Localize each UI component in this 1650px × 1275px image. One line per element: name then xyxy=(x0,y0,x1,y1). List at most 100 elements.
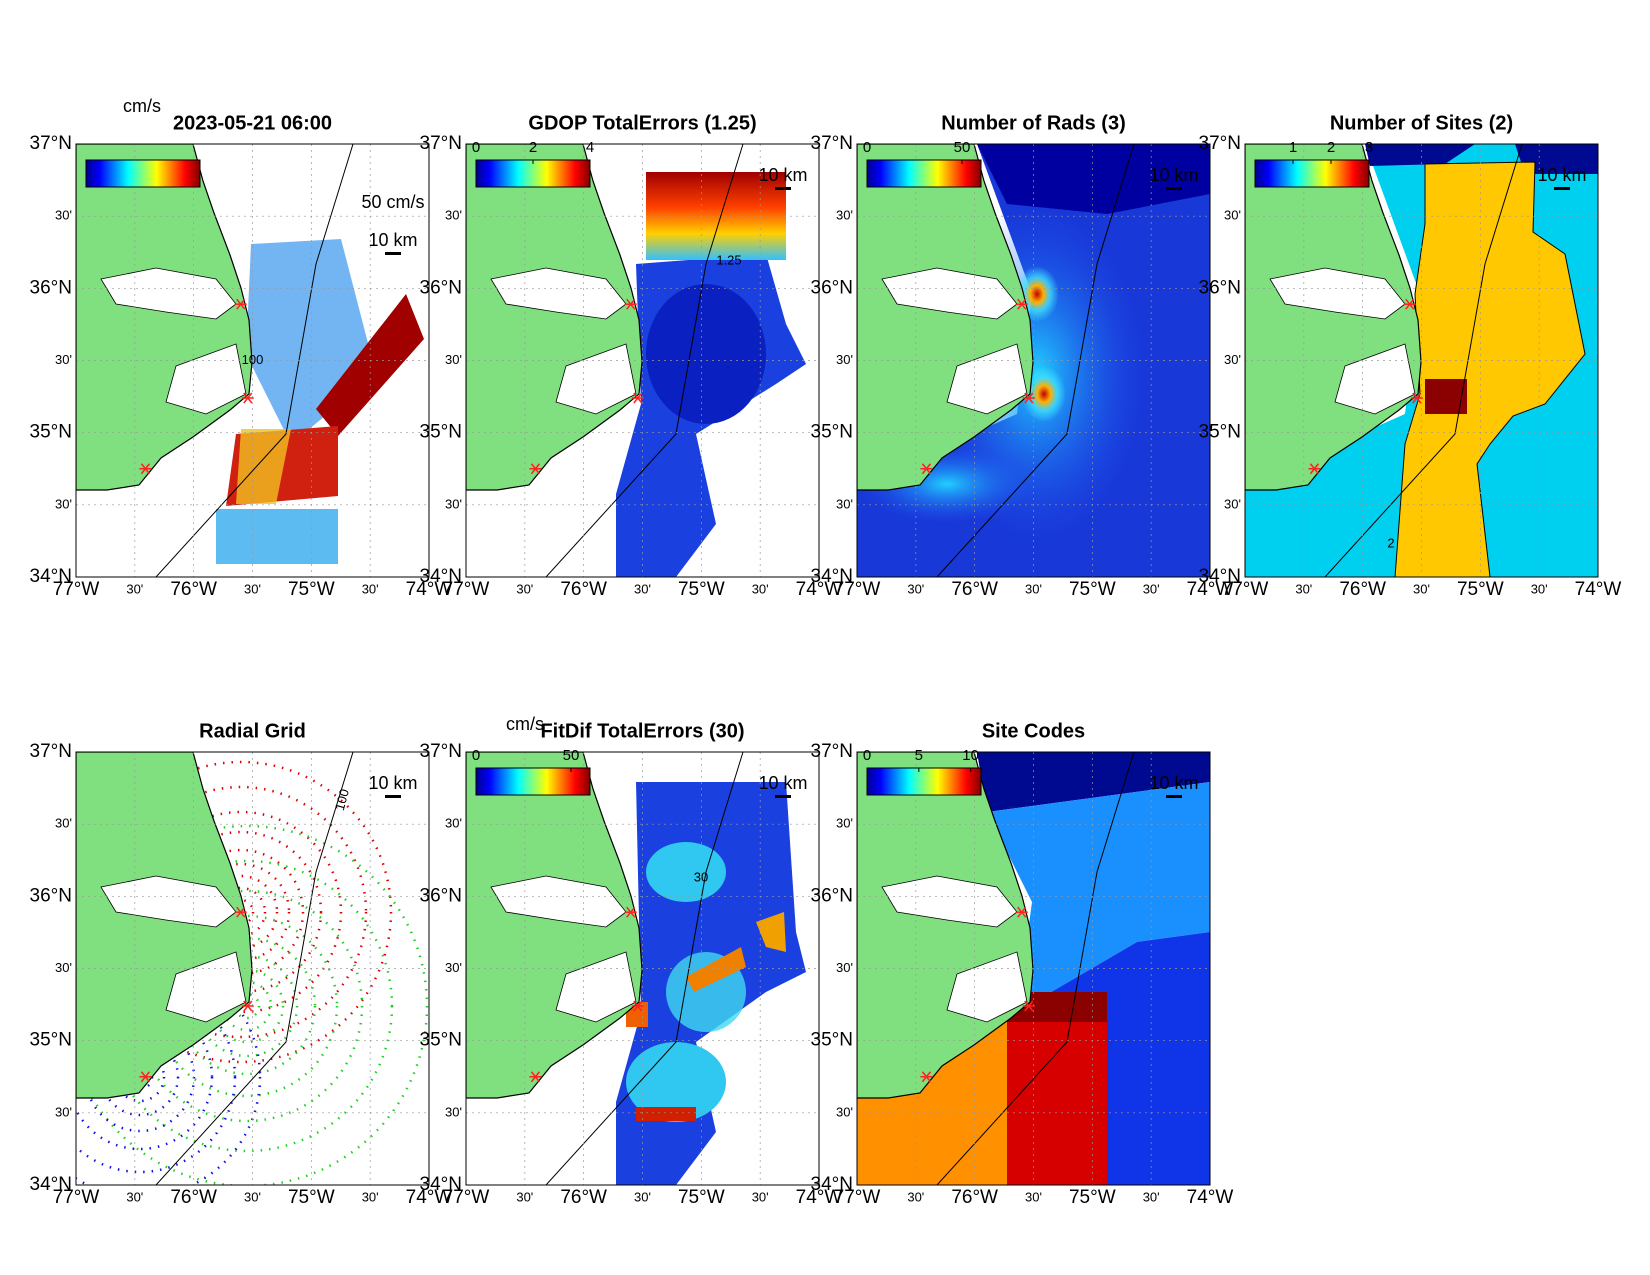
map-frame xyxy=(856,143,1211,578)
x-tick-label: 77°W xyxy=(834,1187,881,1208)
y-tick-label: 30' xyxy=(836,208,853,223)
scale-bar xyxy=(775,795,791,798)
site-marker xyxy=(624,906,637,918)
x-tick-label: 30' xyxy=(1025,581,1042,596)
site-marker xyxy=(1015,906,1028,918)
x-tick-label: 77°W xyxy=(53,1187,100,1208)
panel-title: Number of Sites (2) xyxy=(1330,112,1513,134)
y-tick-label: 34°N xyxy=(420,566,462,587)
colorbar-tick-label: 0 xyxy=(863,139,871,156)
y-tick-label: 35°N xyxy=(30,422,72,443)
site-marker xyxy=(631,392,644,404)
y-tick-label: 34°N xyxy=(811,1174,853,1195)
x-tick-label: 77°W xyxy=(53,579,100,600)
y-tick-label: 36°N xyxy=(420,885,462,906)
scale-label: 10 km xyxy=(1149,165,1198,185)
map-panel: 77°W 30' 76°W 30' 75°W 30' 74°W 37°N 30' 36°N 30' 3… xyxy=(811,720,1234,1208)
x-tick-label: 74°W xyxy=(406,579,453,600)
y-tick-label: 37°N xyxy=(811,133,853,154)
site-marker xyxy=(529,1071,542,1083)
site-marker xyxy=(1308,463,1321,475)
annotation: 2 xyxy=(1387,535,1394,550)
x-tick-label: 76°W xyxy=(951,579,998,600)
colorbar-tick-label: 2 xyxy=(1327,139,1335,156)
y-tick-label: 30' xyxy=(55,1104,72,1119)
x-tick-label: 30' xyxy=(907,581,924,596)
panel-title: Number of Rads (3) xyxy=(941,112,1125,134)
y-tick-label: 35°N xyxy=(420,1030,462,1051)
map-area xyxy=(857,752,1210,1185)
colorbar-tick-label: 50 xyxy=(954,139,971,156)
site-marker xyxy=(624,298,637,310)
y-tick-label: 30' xyxy=(445,352,462,367)
x-tick-label: 30' xyxy=(126,1189,143,1204)
y-tick-label: 35°N xyxy=(1199,422,1241,443)
panel-title: Radial Grid xyxy=(199,720,306,742)
x-tick-label: 30' xyxy=(362,581,379,596)
x-tick-label: 76°W xyxy=(951,1187,998,1208)
site-marker xyxy=(529,463,542,475)
y-tick-label: 34°N xyxy=(30,566,72,587)
site-marker xyxy=(920,1071,933,1083)
map-panel: 77°W 30' 76°W 30' 75°W 30' 74°W 37°N 30' 36°N 30' 3… xyxy=(1199,112,1622,600)
y-tick-label: 30' xyxy=(445,496,462,511)
y-tick-label: 37°N xyxy=(30,741,72,762)
y-tick-label: 30' xyxy=(445,208,462,223)
map-panel: 77°W 30' 76°W 30' 75°W 30' 74°W 37°N 30' 36°N 30' 3… xyxy=(30,720,453,1208)
y-tick-label: 30' xyxy=(55,816,72,831)
y-tick-label: 36°N xyxy=(1199,277,1241,298)
y-tick-label: 30' xyxy=(836,960,853,975)
x-tick-label: 76°W xyxy=(170,579,217,600)
x-tick-label: 77°W xyxy=(1222,579,1269,600)
colorbar xyxy=(866,767,982,796)
scale-bar xyxy=(385,252,401,255)
colorbar-tick-label: 2 xyxy=(529,139,537,156)
y-tick-label: 34°N xyxy=(420,1174,462,1195)
colorbar-label: cm/s xyxy=(123,96,161,116)
x-tick-label: 76°W xyxy=(170,1187,217,1208)
scale-label: 10 km xyxy=(368,230,417,250)
map-area xyxy=(1245,144,1598,577)
y-tick-label: 34°N xyxy=(30,1174,72,1195)
site-marker xyxy=(1015,298,1028,310)
scale-bar xyxy=(385,795,401,798)
colorbar-tick-label: 1 xyxy=(1289,139,1297,156)
scale-label: 10 km xyxy=(758,165,807,185)
y-tick-label: 37°N xyxy=(1199,133,1241,154)
y-tick-label: 30' xyxy=(445,1104,462,1119)
y-tick-label: 30' xyxy=(836,352,853,367)
map-area xyxy=(466,144,819,577)
y-tick-label: 34°N xyxy=(811,566,853,587)
colorbar-tick-label: 3 xyxy=(1365,139,1373,156)
site-marker xyxy=(234,906,247,918)
y-tick-label: 30' xyxy=(55,496,72,511)
x-tick-label: 74°W xyxy=(1187,579,1234,600)
y-tick-label: 35°N xyxy=(30,1030,72,1051)
y-tick-label: 30' xyxy=(836,1104,853,1119)
y-tick-label: 30' xyxy=(55,208,72,223)
y-tick-label: 30' xyxy=(55,960,72,975)
x-tick-label: 30' xyxy=(362,1189,379,1204)
x-tick-label: 74°W xyxy=(796,579,843,600)
colorbar-tick-label: 0 xyxy=(472,747,480,764)
map-area xyxy=(857,144,1210,577)
scale-bar xyxy=(1166,795,1182,798)
scale-label: 10 km xyxy=(368,773,417,793)
y-tick-label: 30' xyxy=(55,352,72,367)
site-marker xyxy=(234,298,247,310)
colorbar-tick-label: 0 xyxy=(472,139,480,156)
x-tick-label: 74°W xyxy=(1575,579,1622,600)
x-tick-label: 74°W xyxy=(406,1187,453,1208)
colorbar xyxy=(475,159,591,188)
x-tick-label: 77°W xyxy=(834,579,881,600)
site-marker xyxy=(631,1000,644,1012)
x-tick-label: 76°W xyxy=(1339,579,1386,600)
colorbar xyxy=(85,159,201,188)
y-tick-label: 36°N xyxy=(30,885,72,906)
map-frame xyxy=(75,143,430,578)
scale-bar xyxy=(1166,187,1182,190)
colorbar-tick-label: 5 xyxy=(915,747,923,764)
site-marker xyxy=(241,392,254,404)
x-tick-label: 74°W xyxy=(796,1187,843,1208)
